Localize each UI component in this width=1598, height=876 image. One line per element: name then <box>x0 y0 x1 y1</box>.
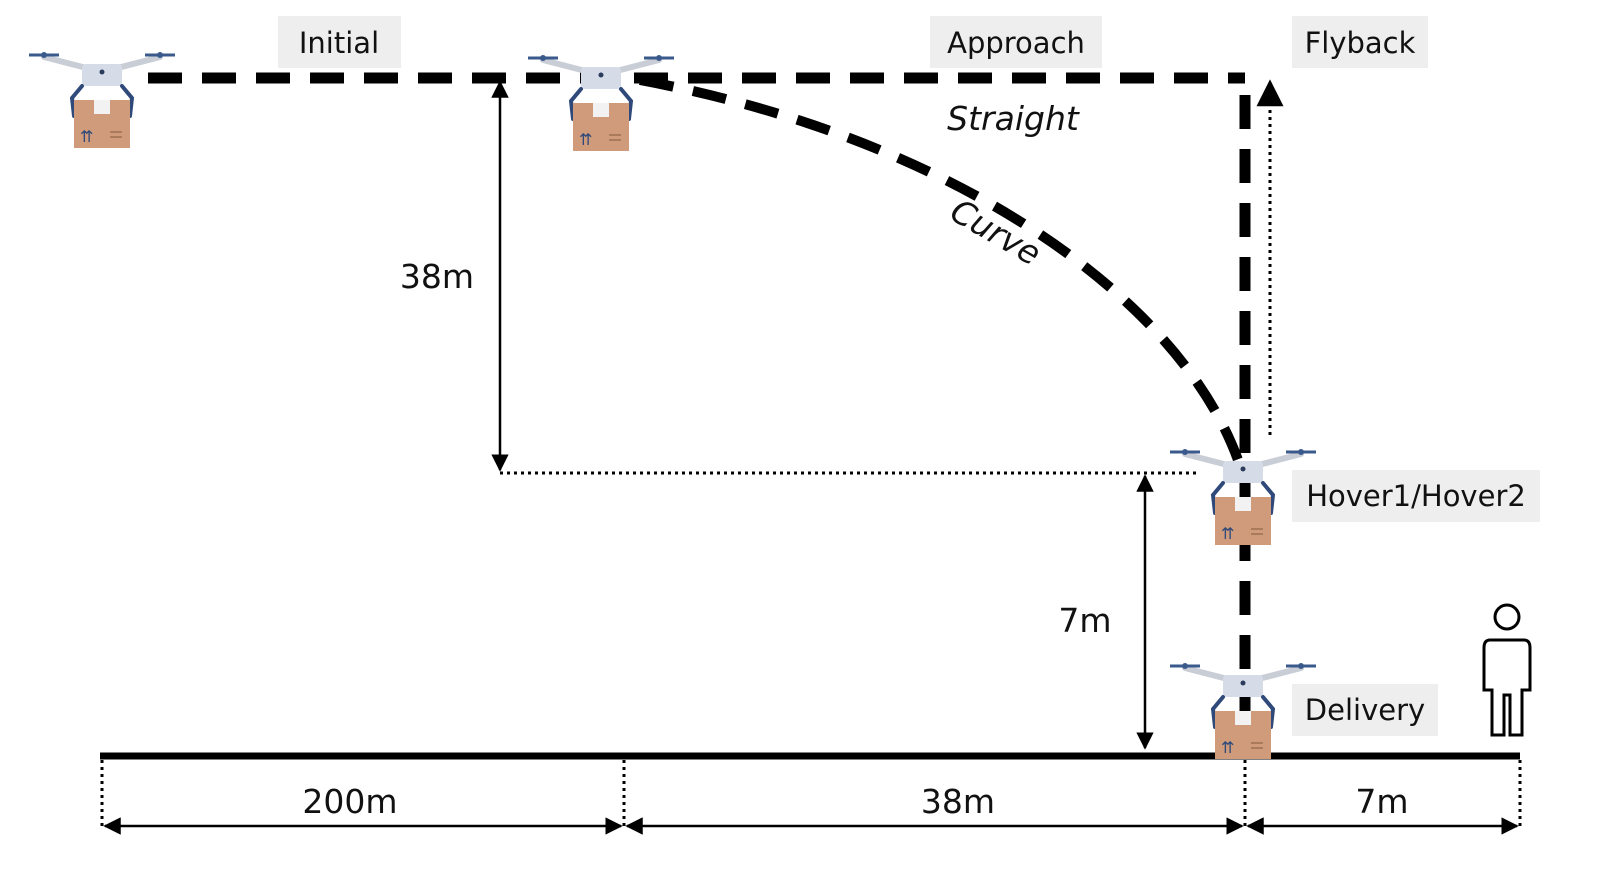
curve-path <box>639 75 1243 462</box>
phase-label-delivery: Delivery <box>1305 693 1425 727</box>
dimension-label-hover-height: 7m <box>1058 601 1111 640</box>
path-label-curve: Curve <box>944 191 1048 273</box>
dimension-label-horizontal-3: 7m <box>1355 782 1408 821</box>
label-box <box>1292 470 1540 522</box>
label-box <box>278 16 401 68</box>
path-label-straight: Straight <box>947 99 1080 138</box>
person-icon <box>1482 603 1532 737</box>
dimension-label-altitude: 38m <box>400 257 474 296</box>
label-box <box>930 16 1102 68</box>
label-box <box>1292 16 1428 68</box>
phase-label-approach: Approach <box>947 26 1085 60</box>
phase-label-hover: Hover1/Hover2 <box>1306 479 1526 513</box>
phase-label-initial: Initial <box>299 26 379 60</box>
dimension-label-horizontal-1: 200m <box>302 782 397 821</box>
drone-with-package-icon <box>528 55 674 151</box>
dimension-label-horizontal-2: 38m <box>921 782 995 821</box>
phase-label-flyback: Flyback <box>1305 26 1416 60</box>
drone-with-package-icon <box>29 52 175 148</box>
label-box <box>1292 684 1438 736</box>
